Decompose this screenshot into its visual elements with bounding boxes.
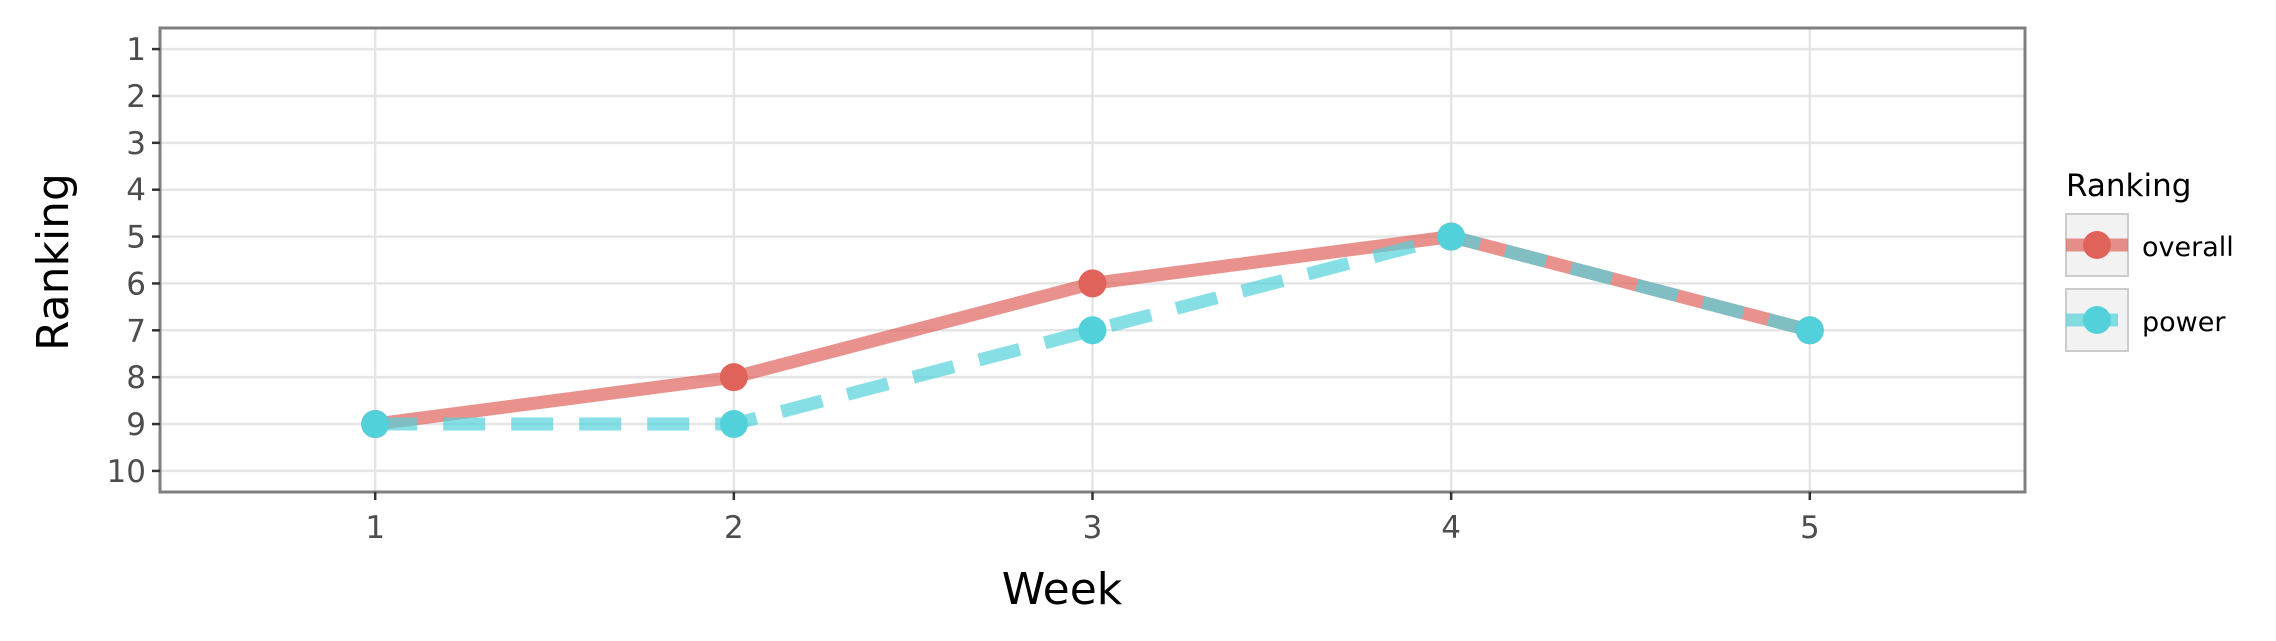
x-axis-title: Week xyxy=(1002,564,1123,615)
x-tick-label: 4 xyxy=(1441,510,1461,546)
legend: Ranking overall power xyxy=(2065,168,2234,352)
legend-title: Ranking xyxy=(2066,168,2191,204)
x-tick-label: 5 xyxy=(1800,510,1820,546)
series-line-power xyxy=(375,230,1812,431)
legend-point-power xyxy=(2083,306,2111,334)
data-point-overall xyxy=(1078,269,1107,298)
grid-lines xyxy=(160,28,2025,492)
data-point-power xyxy=(1795,316,1824,345)
legend-point-overall xyxy=(2083,231,2111,259)
y-tick-label: 7 xyxy=(126,313,146,349)
y-tick-label: 5 xyxy=(126,220,146,256)
x-tick-label: 1 xyxy=(365,510,385,546)
y-tick-label: 9 xyxy=(126,407,146,443)
y-tick-label: 6 xyxy=(126,266,146,302)
y-tick-label: 8 xyxy=(126,360,146,396)
data-point-power xyxy=(719,410,748,439)
x-tick-label: 2 xyxy=(724,510,744,546)
data-point-overall xyxy=(719,363,748,392)
data-point-power xyxy=(1437,222,1466,251)
data-point-power xyxy=(1078,316,1107,345)
legend-label-power: power xyxy=(2142,307,2226,338)
y-tick-label: 3 xyxy=(126,126,146,162)
y-tick-label: 4 xyxy=(126,173,146,209)
y-tick-label: 2 xyxy=(126,79,146,115)
series-layer xyxy=(361,222,1824,439)
y-tick-label: 1 xyxy=(126,32,146,68)
data-point-power xyxy=(361,410,390,439)
x-tick-label: 3 xyxy=(1083,510,1103,546)
legend-label-overall: overall xyxy=(2142,232,2234,263)
y-axis-title: Ranking xyxy=(28,173,79,351)
y-tick-label: 10 xyxy=(107,454,146,490)
axes: 1 2 3 4 5 6 7 8 9 10 1 2 3 4 5 xyxy=(107,32,1820,546)
